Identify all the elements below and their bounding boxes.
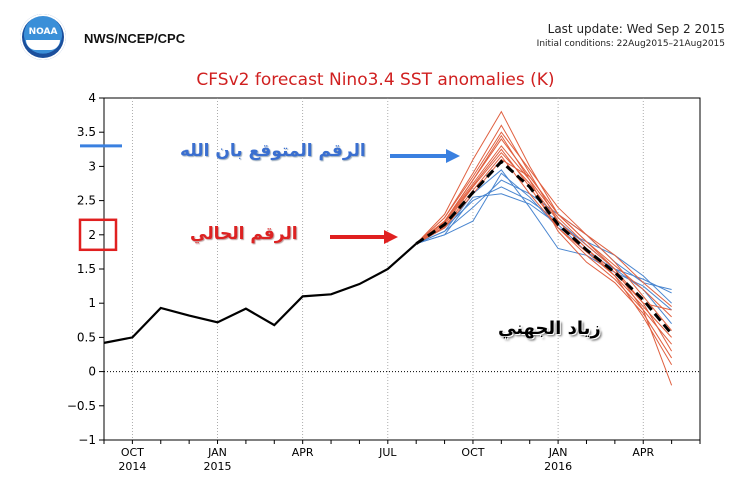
x-year-label: 2014 [118,460,146,473]
x-tick-label: JAN [548,446,568,459]
observed-line [103,242,417,344]
ensemble-mean-line [415,159,673,335]
arrow-blue-head [446,149,460,163]
x-tick-label: OCT [461,446,484,459]
y-tick-label: −0.5 [67,399,96,413]
annotation-expected: الرقم المتوقع بان الله [180,141,366,161]
x-year-label: 2016 [544,460,572,473]
y-tick-label: 4 [88,91,96,105]
annotation-current: الرقم الحالي [190,224,298,244]
marker-red-box [78,218,118,252]
x-tick-label: APR [632,446,654,459]
y-tick-label: 1.5 [77,262,96,276]
y-tick-label: −1 [78,433,96,447]
initial-conditions: Initial conditions: 22Aug2015–21Aug2015 [536,39,725,49]
ensemble-member-red [415,131,672,308]
noaa-logo-wave-icon [26,40,60,50]
signature: زياد الجهني [498,318,601,339]
x-tick-label: JAN [207,446,227,459]
y-tick-label: 1 [88,296,96,310]
chart-title: CFSv2 forecast Nino3.4 SST anomalies (K) [196,70,555,90]
noaa-logo: NOAA [20,14,66,60]
arrow-red-head [384,230,398,244]
agency-label: NWS/NCEP/CPC [84,31,186,46]
last-update: Last update: Wed Sep 2 2015 [547,22,725,36]
ensemble-member-red [415,110,673,386]
x-tick-label: OCT [121,446,144,459]
ensemble-member-blue [415,179,672,291]
ensemble-member-blue [416,193,672,294]
noaa-logo-text: NOAA [28,27,58,37]
y-tick-label: 3.5 [77,125,96,139]
ensemble-member-red [415,124,673,366]
ensemble-member-blue [416,172,672,304]
y-tick-label: 3 [88,159,96,173]
ensemble-member-red [415,148,672,338]
x-tick-label: JUL [378,446,397,459]
y-tick-label: 0 [88,365,96,379]
x-tick-label: APR [292,446,314,459]
y-tick-label: 2 [88,228,96,242]
ensemble-member-red [415,151,672,311]
x-year-label: 2015 [204,460,232,473]
y-tick-label: 2.5 [77,194,96,208]
ensemble-member-red [415,158,672,318]
ensemble-member-red [415,155,673,345]
ensemble-member-red [415,134,673,359]
y-tick-label: 0.5 [77,330,96,344]
